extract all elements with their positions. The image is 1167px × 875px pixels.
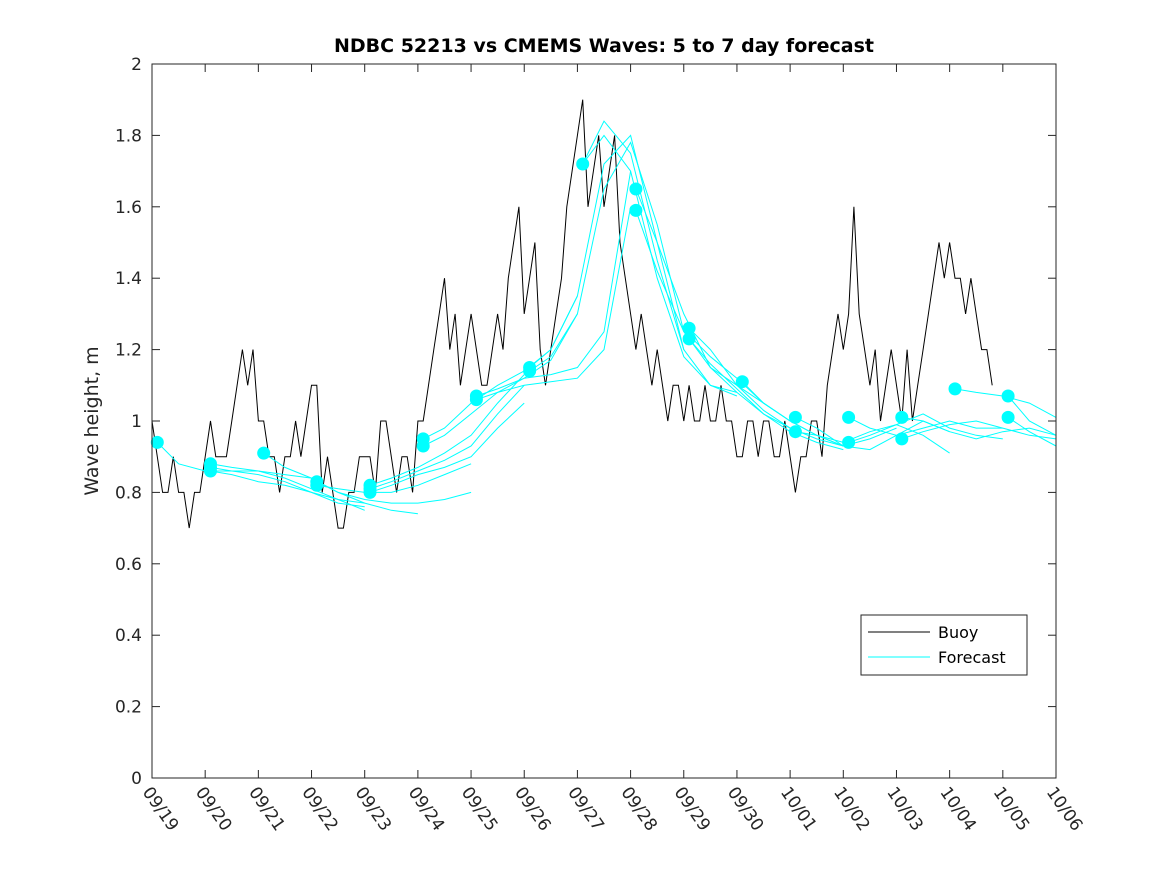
series-layer bbox=[150, 99, 1057, 529]
y-axis-label: Wave height, m bbox=[81, 346, 103, 495]
forecast-marker-5 bbox=[257, 446, 271, 460]
forecast-marker-30 bbox=[1001, 389, 1015, 403]
forecast-series-line-10 bbox=[369, 374, 525, 486]
y-tick-label: 1.8 bbox=[115, 126, 142, 146]
forecast-series-line-13 bbox=[476, 206, 632, 401]
forecast-marker-25 bbox=[842, 410, 856, 424]
y-tick-label: 1.6 bbox=[115, 198, 142, 218]
forecast-series-line-27 bbox=[848, 416, 1003, 436]
legend-forecast-label: Forecast bbox=[938, 648, 1006, 667]
y-tick-label: 0 bbox=[131, 769, 142, 789]
forecast-series-line-29 bbox=[901, 416, 1057, 440]
forecast-series-line-21 bbox=[688, 327, 844, 447]
forecast-marker-18 bbox=[629, 182, 643, 196]
forecast-series-line-30 bbox=[901, 420, 1057, 440]
forecast-series-line-26 bbox=[795, 424, 950, 454]
forecast-marker-7 bbox=[310, 478, 324, 492]
forecast-series-line-32 bbox=[1007, 395, 1057, 436]
forecast-marker-27 bbox=[895, 410, 909, 424]
forecast-marker-4 bbox=[204, 457, 217, 471]
forecast-marker-16 bbox=[523, 361, 537, 374]
buoy-series-line bbox=[151, 99, 993, 529]
forecast-series-line-4 bbox=[210, 463, 365, 511]
forecast-series-line-18 bbox=[582, 134, 738, 397]
y-tick-label: 0.4 bbox=[115, 626, 142, 646]
forecast-marker-20 bbox=[682, 321, 696, 335]
forecast-series-line-15 bbox=[529, 141, 685, 372]
forecast-series-line-8 bbox=[369, 402, 525, 493]
forecast-marker-24 bbox=[788, 425, 802, 439]
forecast-series-line-23 bbox=[688, 338, 844, 451]
forecast-marker-23 bbox=[788, 410, 802, 424]
y-tick-label: 1 bbox=[131, 412, 142, 432]
legend: Buoy Forecast bbox=[860, 614, 1028, 676]
y-tick-label: 1.2 bbox=[115, 341, 142, 361]
forecast-marker-17 bbox=[576, 157, 590, 171]
forecast-marker-21 bbox=[682, 332, 696, 346]
forecast-series-line-33 bbox=[1007, 416, 1057, 447]
y-tick-label: 0.2 bbox=[115, 698, 142, 718]
forecast-marker-26 bbox=[842, 435, 856, 449]
forecast-marker-31 bbox=[1001, 410, 1015, 424]
y-tick-label: 0.8 bbox=[115, 483, 142, 503]
forecast-marker-10 bbox=[363, 478, 377, 492]
forecast-marker-22 bbox=[735, 375, 749, 389]
legend-buoy-label: Buoy bbox=[938, 623, 978, 642]
forecast-series-line-28 bbox=[848, 413, 1003, 443]
forecast-series-line-6 bbox=[316, 481, 472, 504]
forecast-marker-19 bbox=[629, 203, 643, 217]
forecast-series-line-3 bbox=[210, 466, 365, 508]
legend-box bbox=[860, 614, 1028, 676]
forecast-marker-14 bbox=[469, 389, 483, 403]
y-tick-label: 1.4 bbox=[115, 269, 142, 289]
forecast-marker-12 bbox=[416, 439, 430, 453]
forecast-series-line-7 bbox=[316, 463, 472, 493]
forecast-marker-1 bbox=[150, 435, 164, 449]
y-tick-label: 0.6 bbox=[115, 555, 142, 575]
forecast-marker-29 bbox=[948, 382, 962, 396]
forecast-series-line-9 bbox=[369, 384, 525, 490]
forecast-marker-28 bbox=[895, 432, 909, 446]
forecast-series-line-14 bbox=[476, 171, 632, 397]
y-tick-label: 2 bbox=[131, 55, 142, 75]
chart-title: NDBC 52213 vs CMEMS Waves: 5 to 7 day fo… bbox=[334, 35, 874, 57]
